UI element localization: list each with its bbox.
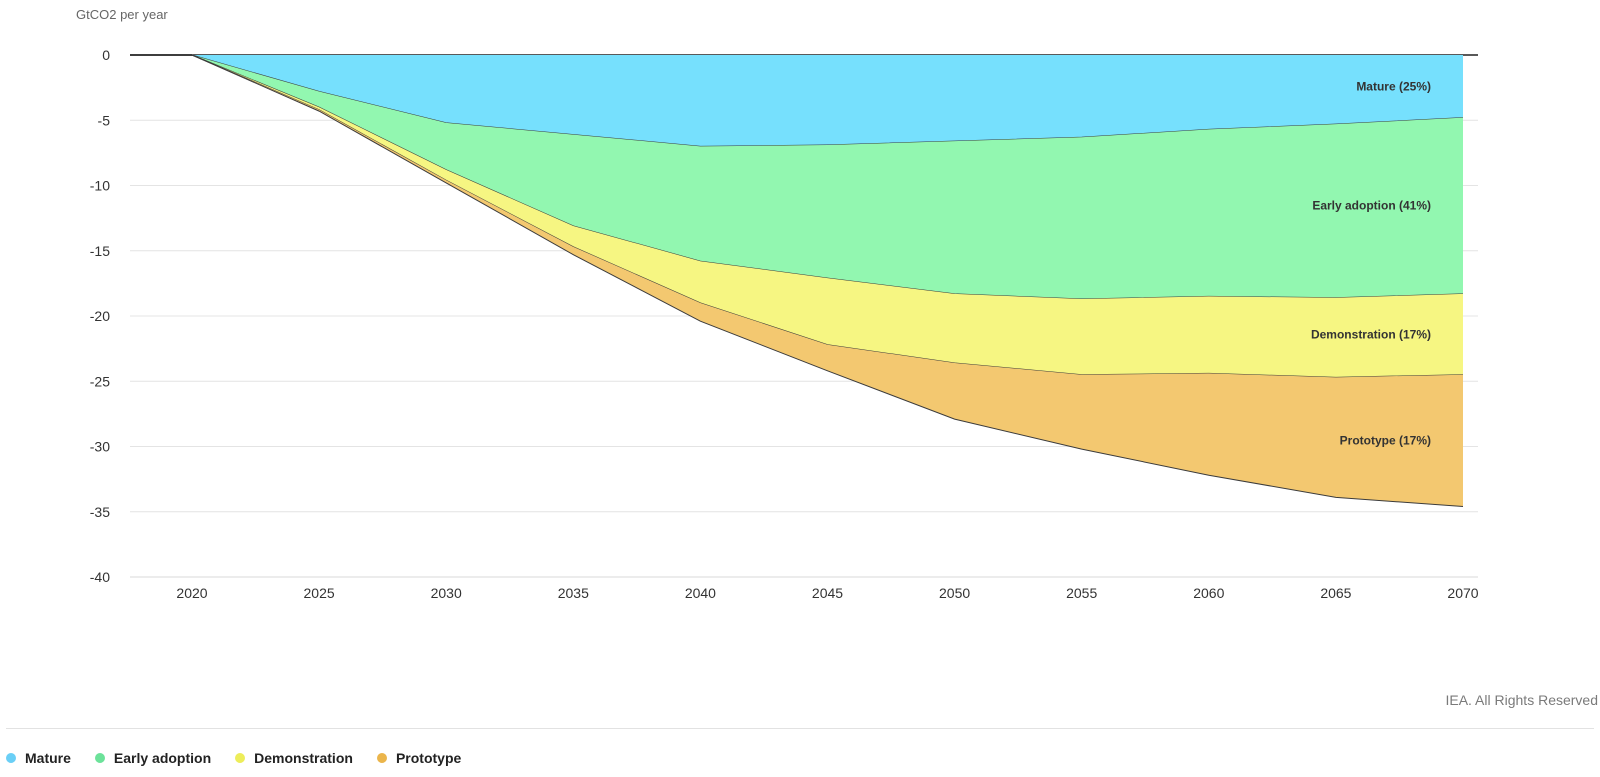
legend-label-prototype: Prototype xyxy=(396,750,461,766)
x-tick-label: 2055 xyxy=(1066,585,1097,601)
y-tick-label: -10 xyxy=(90,178,110,194)
y-tick-label: -25 xyxy=(90,373,110,389)
y-tick-label: -20 xyxy=(90,308,110,324)
y-tick-label: -15 xyxy=(90,243,110,259)
legend-item-prototype[interactable]: Prototype xyxy=(377,750,461,766)
x-tick-label: 2070 xyxy=(1447,585,1478,601)
y-tick-label: 0 xyxy=(102,47,110,63)
legend-item-mature[interactable]: Mature xyxy=(6,750,71,766)
legend-label-demonstration: Demonstration xyxy=(254,750,353,766)
stacked-area-chart: GtCO2 per year 0-5-10-15-20-25-30-35-40 … xyxy=(0,0,1600,690)
area-series xyxy=(130,55,1463,507)
series-label-demonstration: Demonstration (17%) xyxy=(1311,327,1431,341)
x-tick-label: 2035 xyxy=(558,585,589,601)
x-tick-label: 2040 xyxy=(685,585,716,601)
x-tick-labels: 2020 2025 2030 2035 2040 2045 2050 2055 2060 2065… xyxy=(176,585,1478,601)
x-tick-label: 2045 xyxy=(812,585,843,601)
legend-item-early-adoption[interactable]: Early adoption xyxy=(95,750,211,766)
legend-dot-early-adoption xyxy=(95,753,105,763)
legend-dot-demonstration xyxy=(235,753,245,763)
x-tick-label: 2025 xyxy=(304,585,335,601)
credit-text: IEA. All Rights Reserved xyxy=(1445,692,1598,708)
legend-label-early-adoption: Early adoption xyxy=(114,750,211,766)
y-axis-label: GtCO2 per year xyxy=(76,7,168,22)
x-tick-label: 2060 xyxy=(1193,585,1224,601)
x-tick-label: 2020 xyxy=(176,585,207,601)
legend-item-demonstration[interactable]: Demonstration xyxy=(235,750,353,766)
y-tick-label: -30 xyxy=(90,439,110,455)
legend-dot-prototype xyxy=(377,753,387,763)
x-tick-label: 2030 xyxy=(431,585,462,601)
y-tick-labels: 0 -5 -10 -15 -20 -25 -30 -35 -40 xyxy=(90,47,110,585)
x-tick-label: 2065 xyxy=(1320,585,1351,601)
legend: Mature Early adoption Demonstration Prot… xyxy=(6,750,461,766)
legend-label-mature: Mature xyxy=(25,750,71,766)
divider xyxy=(6,728,1594,729)
y-tick-label: -35 xyxy=(90,504,110,520)
y-tick-label: -5 xyxy=(98,112,111,128)
series-label-prototype: Prototype (17%) xyxy=(1340,434,1431,448)
y-tick-label: -40 xyxy=(90,569,110,585)
legend-dot-mature xyxy=(6,753,16,763)
series-label-mature: Mature (25%) xyxy=(1356,79,1431,93)
x-tick-label: 2050 xyxy=(939,585,970,601)
series-label-early-adoption: Early adoption (41%) xyxy=(1312,199,1431,213)
